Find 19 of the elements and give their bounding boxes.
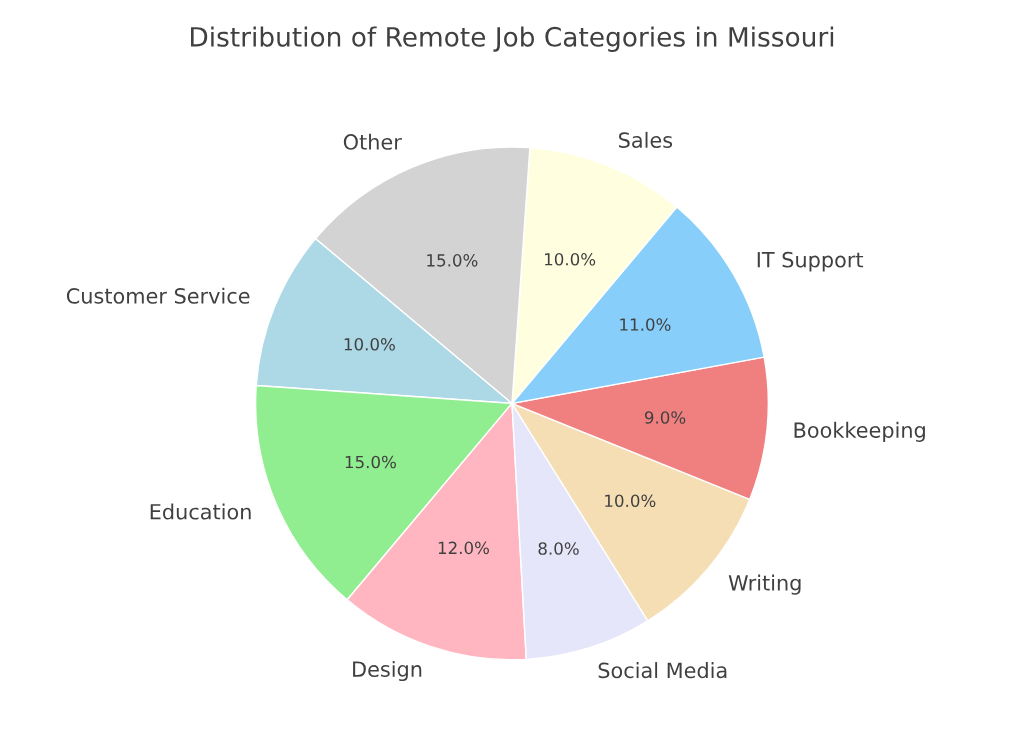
slice-label: IT Support: [757, 251, 864, 272]
chart-title: Distribution of Remote Job Categories in Missouri: [191, 26, 834, 52]
slice-label: Customer Service: [66, 287, 250, 304]
data-label: 15.0%: [345, 455, 396, 469]
slice-label: Social Media: [598, 662, 727, 679]
data-label: 11.0%: [620, 318, 671, 331]
data-label: 12.0%: [438, 541, 489, 555]
slice-label: Education: [150, 503, 251, 520]
data-label: 9.0%: [644, 411, 686, 424]
slice-label: Bookkeeping: [794, 421, 925, 442]
slice-label: Design: [353, 660, 422, 682]
data-label: 10.0%: [344, 338, 395, 351]
data-label: 10.0%: [544, 253, 596, 266]
data-label: 10.0%: [605, 494, 656, 508]
data-label: 15.0%: [427, 254, 478, 267]
slice-label: Sales: [619, 131, 673, 148]
slice-label: Writing: [728, 574, 801, 595]
slice-label: Other: [343, 133, 402, 150]
data-label: 8.0%: [538, 542, 579, 555]
